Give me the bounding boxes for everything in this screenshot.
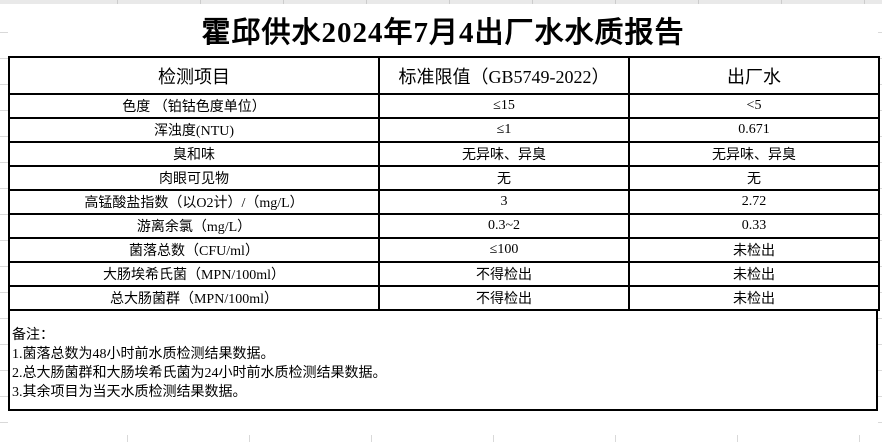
- table-row: 肉眼可见物 无 无: [8, 165, 880, 191]
- standard-limit-cell: ≤1: [378, 117, 630, 143]
- standard-limit-cell: 无: [378, 165, 630, 191]
- header-row: 检测项目 标准限值（GB5749-2022） 出厂水: [8, 56, 880, 95]
- remarks-section: 备注： 1.菌落总数为48小时前水质检测结果数据。 2.总大肠菌群和大肠埃希氏菌…: [8, 311, 878, 411]
- outlet-water-cell: 未检出: [628, 261, 880, 287]
- remarks-label: 备注：: [12, 328, 54, 343]
- report-title: 霍邱供水2024年7月4出厂水水质报告: [201, 17, 685, 49]
- table-row: 色度 （铂钴色度单位） ≤15 <5: [8, 93, 880, 119]
- standard-limit-cell: 不得检出: [378, 261, 630, 287]
- outlet-water-cell: <5: [628, 93, 880, 119]
- spreadsheet-bottom-gridline-strip: [0, 435, 882, 442]
- table-row: 游离余氯（mg/L） 0.3~2 0.33: [8, 213, 880, 239]
- remark-item: 1.菌落总数为48小时前水质检测结果数据。: [12, 347, 275, 362]
- test-item-cell: 浑浊度(NTU): [8, 117, 380, 143]
- column-header-outlet-water: 出厂水: [628, 56, 880, 95]
- table-row: 浑浊度(NTU) ≤1 0.671: [8, 117, 880, 143]
- test-item-cell: 臭和味: [8, 141, 380, 167]
- remark-item: 3.其余项目为当天水质检测结果数据。: [12, 385, 247, 400]
- table-row: 高锰酸盐指数（以O2计）/（mg/L） 3 2.72: [8, 189, 880, 215]
- table-row: 大肠埃希氏菌（MPN/100ml） 不得检出 未检出: [8, 261, 880, 287]
- remark-item: 2.总大肠菌群和大肠埃希氏菌为24小时前水质检测结果数据。: [12, 366, 387, 381]
- outlet-water-cell: 2.72: [628, 189, 880, 215]
- standard-limit-cell: 3: [378, 189, 630, 215]
- outlet-water-cell: 无异味、异臭: [628, 141, 880, 167]
- standard-limit-cell: ≤100: [378, 237, 630, 263]
- report-container: 霍邱供水2024年7月4出厂水水质报告 检测项目 标准限值（GB5749-202…: [8, 4, 880, 411]
- outlet-water-cell: 未检出: [628, 285, 880, 311]
- standard-limit-cell: 0.3~2: [378, 213, 630, 239]
- table-row: 菌落总数（CFU/ml） ≤100 未检出: [8, 237, 880, 263]
- standard-limit-cell: 不得检出: [378, 285, 630, 311]
- test-item-cell: 高锰酸盐指数（以O2计）/（mg/L）: [8, 189, 380, 215]
- outlet-water-cell: 0.33: [628, 213, 880, 239]
- column-header-test-item: 检测项目: [8, 56, 380, 95]
- outlet-water-cell: 未检出: [628, 237, 880, 263]
- test-item-cell: 游离余氯（mg/L）: [8, 213, 380, 239]
- table-row: 总大肠菌群（MPN/100ml） 不得检出 未检出: [8, 285, 880, 311]
- standard-limit-cell: ≤15: [378, 93, 630, 119]
- report-table: 检测项目 标准限值（GB5749-2022） 出厂水 色度 （铂钴色度单位） ≤…: [8, 56, 880, 311]
- spreadsheet-left-gridline-strip: [0, 4, 8, 435]
- spreadsheet-top-gridline-strip: [0, 0, 882, 4]
- spreadsheet-right-gridline-strip: [878, 4, 882, 435]
- test-item-cell: 总大肠菌群（MPN/100ml）: [8, 285, 380, 311]
- test-item-cell: 菌落总数（CFU/ml）: [8, 237, 380, 263]
- table-row: 臭和味 无异味、异臭 无异味、异臭: [8, 141, 880, 167]
- test-item-cell: 色度 （铂钴色度单位）: [8, 93, 380, 119]
- standard-limit-cell: 无异味、异臭: [378, 141, 630, 167]
- outlet-water-cell: 无: [628, 165, 880, 191]
- column-header-standard-limit: 标准限值（GB5749-2022）: [378, 56, 630, 95]
- test-item-cell: 肉眼可见物: [8, 165, 380, 191]
- test-item-cell: 大肠埃希氏菌（MPN/100ml）: [8, 261, 380, 287]
- outlet-water-cell: 0.671: [628, 117, 880, 143]
